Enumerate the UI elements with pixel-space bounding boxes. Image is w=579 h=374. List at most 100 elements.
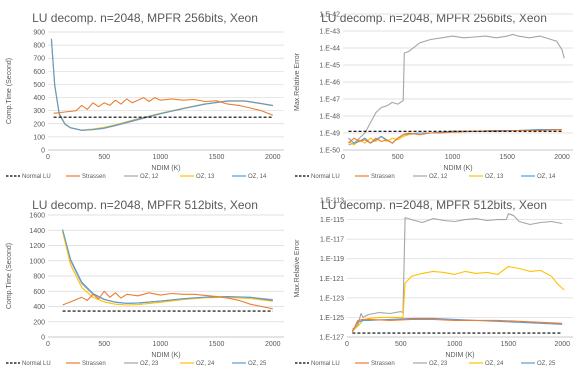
x-tick-label: 1500	[209, 341, 225, 348]
y-tick-label: 500	[33, 82, 45, 89]
chart-title: LU decomp. n=2048, MPFR 256bits, Xeon	[321, 11, 547, 25]
x-tick-label: 500	[98, 154, 110, 161]
y-tick-label: 400	[33, 304, 45, 311]
x-tick-label: 1000	[153, 341, 169, 348]
y-tick-label: 1.E-49	[319, 131, 340, 138]
y-tick-label: 200	[33, 121, 45, 128]
legend-label: Strassen	[82, 361, 106, 367]
y-axis-label: Comp.Time (Second)	[6, 243, 13, 309]
y-axis-label: Max.Relative Error	[294, 239, 301, 298]
y-tick-label: 1.E-43	[319, 29, 340, 36]
series-line-strassen	[352, 319, 562, 332]
x-tick-label: 0	[345, 341, 349, 348]
y-tick-label: 1200	[29, 243, 45, 250]
legend-label: Normal LU	[311, 174, 340, 180]
legend-label: OZ, 24	[485, 361, 504, 367]
y-tick-label: 1.E-46	[319, 80, 340, 87]
y-tick-label: 1.E-44	[319, 46, 340, 53]
y-tick-label: 1.E-127	[319, 335, 344, 342]
x-axis-label: NDIM (K)	[151, 352, 180, 359]
legend-label: OZ, 14	[248, 174, 267, 180]
legend-label: OZ, 13	[485, 174, 504, 180]
y-tick-label: 0	[41, 148, 45, 155]
x-tick-label: 0	[341, 154, 345, 161]
y-tick-label: 0	[41, 335, 45, 342]
x-tick-label: 1000	[447, 341, 463, 348]
chart-title: LU decomp. n=2048, MPFR 256bits, Xeon	[32, 11, 258, 25]
x-tick-label: 500	[98, 341, 110, 348]
legend-label: Normal LU	[22, 361, 51, 367]
legend-label: OZ, 14	[537, 174, 556, 180]
y-tick-label: 1.E-113	[320, 198, 344, 205]
y-tick-label: 800	[33, 43, 45, 50]
y-tick-label: 1.E-47	[319, 97, 340, 104]
chart-title: LU decomp. n=2048, MPFR 512bits, Xeon	[32, 198, 258, 212]
y-tick-label: 1400	[29, 228, 45, 235]
y-tick-label: 1000	[29, 258, 45, 265]
series-line-oz-3	[51, 40, 272, 130]
y-tick-label: 1.E-123	[319, 295, 344, 302]
y-tick-label: 1.E-125	[319, 315, 344, 322]
legend-label: OZ, 25	[248, 361, 267, 367]
y-tick-label: 700	[33, 56, 45, 63]
x-tick-label: 1500	[501, 341, 517, 348]
x-axis-label: NDIM (K)	[151, 165, 180, 172]
y-tick-label: 1.E-119	[320, 256, 344, 263]
y-axis-label: Max.Relative Error	[294, 52, 301, 111]
chart-2: LU decomp. n=2048, MPFR 256bits, Xeon1.E…	[289, 0, 579, 187]
series-line-oz-4	[63, 230, 273, 304]
x-tick-label: 1500	[209, 154, 225, 161]
y-tick-label: 1.E-45	[319, 63, 340, 70]
y-tick-label: 1.E-115	[320, 217, 344, 224]
x-tick-label: 1000	[445, 154, 461, 161]
legend-label: OZ, 13	[196, 174, 215, 180]
y-tick-label: 1.E-117	[320, 237, 344, 244]
x-tick-label: 2000	[265, 154, 281, 161]
x-tick-label: 1500	[499, 154, 515, 161]
legend-label: OZ, 12	[140, 174, 159, 180]
chart-3: LU decomp. n=2048, MPFR 512bits, Xeon 0 20…	[0, 187, 290, 374]
y-tick-label: 600	[33, 69, 45, 76]
y-tick-label: 200	[33, 319, 45, 326]
y-tick-label: 1.E-42	[319, 12, 340, 19]
series-line-oz-2	[63, 230, 273, 303]
x-tick-label: 2000	[554, 341, 570, 348]
x-tick-label: 2000	[265, 341, 281, 348]
legend-label: OZ, 24	[196, 361, 215, 367]
legend-label: Normal LU	[311, 361, 340, 367]
chart-panel-3: LU decomp. n=2048, MPFR 512bits, Xeon 0 20…	[0, 187, 290, 374]
y-tick-label: 1.E-48	[319, 114, 340, 121]
x-tick-label: 500	[392, 154, 404, 161]
legend-label: OZ, 23	[429, 361, 448, 367]
legend-label: OZ, 12	[429, 174, 448, 180]
legend-label: Normal LU	[22, 174, 51, 180]
series-line-oz-2	[349, 34, 565, 144]
chart-1: LU decomp. n=2048, MPFR 256bits, Xeon 0 10…	[0, 0, 290, 187]
chart-4: LU decomp. n=2048, MPFR 512bits, Xeon1.E…	[289, 187, 579, 374]
x-tick-label: 2000	[554, 154, 570, 161]
x-axis-label: NDIM (K)	[445, 352, 474, 359]
chart-panel-1: LU decomp. n=2048, MPFR 256bits, Xeon 0 10…	[0, 0, 290, 187]
y-tick-label: 1.E-121	[319, 276, 344, 283]
x-tick-label: 1000	[153, 154, 169, 161]
legend-label: OZ, 23	[140, 361, 159, 367]
y-axis-label: Comp.Time (Second)	[6, 58, 13, 124]
y-tick-label: 100	[33, 134, 45, 141]
x-tick-label: 0	[46, 154, 50, 161]
y-tick-label: 400	[33, 95, 45, 102]
legend-label: Strassen	[371, 174, 395, 180]
y-tick-label: 300	[33, 108, 45, 115]
y-tick-label: 800	[33, 274, 45, 281]
y-tick-label: 1600	[29, 213, 45, 220]
y-tick-label: 1.E-50	[319, 148, 340, 155]
y-tick-label: 900	[33, 30, 45, 37]
chart-panel-4: LU decomp. n=2048, MPFR 512bits, Xeon 1.E…	[289, 187, 579, 374]
legend-label: Strassen	[82, 174, 106, 180]
legend-label: OZ, 25	[537, 361, 556, 367]
chart-panel-2: LU decomp. n=2048, MPFR 256bits, Xeon 1.E…	[289, 0, 579, 187]
legend-label: Strassen	[371, 361, 395, 367]
y-tick-label: 600	[33, 289, 45, 296]
x-axis-label: NDIM (K)	[443, 165, 472, 172]
x-tick-label: 0	[46, 341, 50, 348]
x-tick-label: 500	[395, 341, 407, 348]
